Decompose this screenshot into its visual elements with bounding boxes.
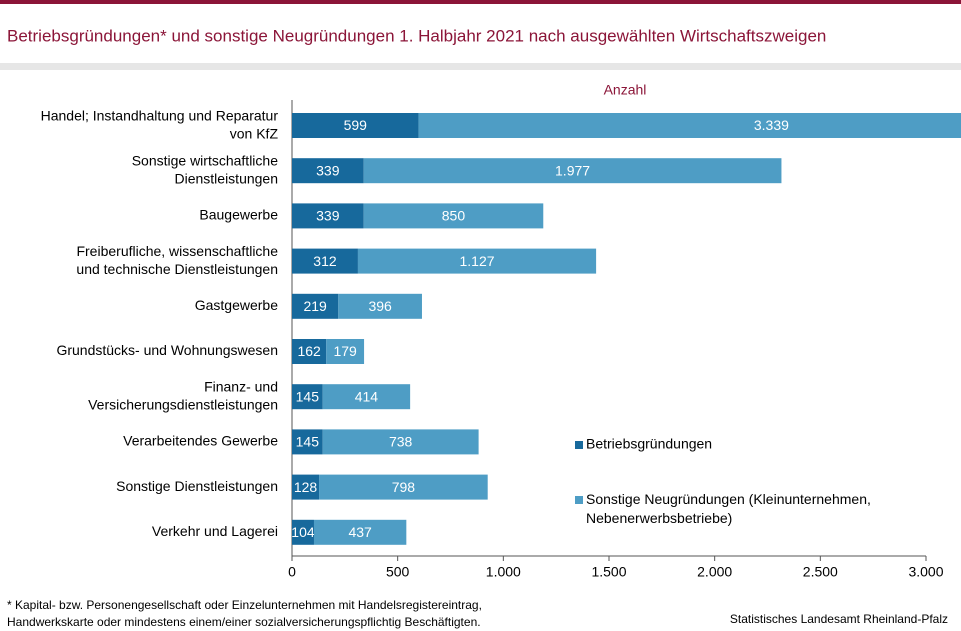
data-label: 104 — [291, 524, 315, 540]
data-label: 339 — [316, 208, 340, 224]
category-label: Finanz- und Versicherungsdienstleistungen — [88, 378, 278, 412]
category-label: Sonstige Dienstleistungen — [116, 478, 278, 494]
category-label: Sonstige wirtschaftliche Dienstleistungen — [132, 152, 279, 186]
data-label: 1.977 — [555, 162, 590, 178]
bar-segment — [338, 293, 422, 319]
data-label: 599 — [344, 117, 368, 133]
category-label: Handel; Instandhaltung und Reparatur von … — [41, 107, 279, 141]
bar-segment — [292, 203, 364, 229]
bar-segment — [363, 203, 544, 229]
legend-label: Betriebsgründungen — [586, 436, 712, 452]
data-label: 1.127 — [459, 253, 494, 269]
data-label: 3.339 — [754, 117, 789, 133]
data-label: 145 — [296, 434, 320, 450]
category-label: Gastgewerbe — [195, 297, 278, 313]
data-label: 128 — [294, 479, 318, 495]
category-label: Grundstücks- und Wohnungswesen — [56, 342, 278, 358]
category-label: Freiberufliche, wissenschaftliche und tec… — [76, 243, 278, 277]
bar-segment — [292, 339, 327, 364]
legend-label: Sonstige Neugründungen (Kleinunternehmen… — [586, 491, 871, 526]
separator — [0, 63, 961, 70]
bar-segment — [313, 519, 407, 545]
top-rule — [0, 0, 961, 4]
data-label: 798 — [392, 479, 416, 495]
data-label: 145 — [296, 388, 320, 404]
axis-label: Anzahl — [604, 82, 647, 98]
data-label: 179 — [333, 343, 357, 359]
bar-segment — [319, 474, 488, 500]
legend-swatch — [575, 441, 583, 449]
bar-segment — [292, 158, 364, 184]
chart-title: Betriebsgründungen* und sonstige Neugrün… — [7, 26, 826, 45]
data-label: 414 — [355, 388, 379, 404]
bar-segment — [292, 429, 323, 455]
x-tick-label: 0 — [288, 564, 296, 580]
data-label: 312 — [313, 253, 337, 269]
category-label: Verarbeitendes Gewerbe — [123, 433, 278, 449]
bar-segment — [292, 384, 323, 410]
category-label: Baugewerbe — [199, 207, 278, 223]
bar-segment — [292, 248, 358, 274]
bar-segment — [292, 474, 320, 500]
x-tick-label: 1.000 — [486, 564, 521, 580]
bar-segment — [292, 113, 419, 138]
bar-segment — [363, 158, 782, 184]
bar-segment — [418, 113, 961, 138]
data-label: 437 — [348, 524, 372, 540]
bar-segment — [326, 339, 365, 364]
x-tick-label: 1.500 — [591, 564, 626, 580]
source: Statistisches Landesamt Rheinland-Pfalz — [730, 612, 948, 626]
bar-segment — [292, 519, 314, 545]
data-label: 738 — [389, 434, 413, 450]
bar-segment — [322, 384, 411, 410]
bar-segment — [322, 429, 479, 455]
data-label: 339 — [316, 162, 340, 178]
category-label: Verkehr und Lagerei — [152, 523, 278, 539]
bar-segment — [292, 293, 339, 319]
x-tick-label: 3.000 — [908, 564, 943, 580]
data-label: 162 — [297, 343, 321, 359]
x-tick-label: 2.500 — [803, 564, 838, 580]
bar-segment — [357, 248, 597, 274]
legend-swatch — [575, 496, 583, 504]
x-tick-label: 2.000 — [697, 564, 732, 580]
footnote: * Kapital- bzw. Personengesellschaft ode… — [7, 598, 482, 629]
data-label: 219 — [303, 298, 327, 314]
data-label: 396 — [368, 298, 392, 314]
data-label: 850 — [442, 208, 466, 224]
x-tick-label: 500 — [386, 564, 410, 580]
